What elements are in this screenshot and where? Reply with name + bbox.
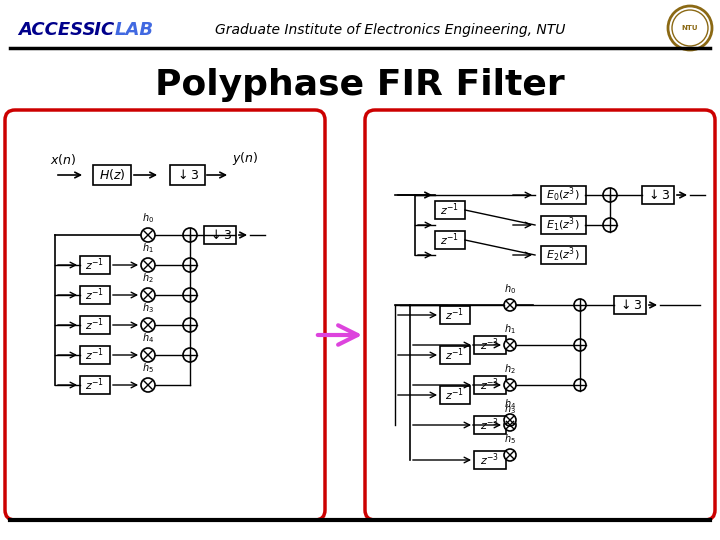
Text: $z^{-1}$: $z^{-1}$: [446, 307, 464, 323]
Text: $E_2(z^3)$: $E_2(z^3)$: [546, 246, 580, 264]
Text: $z^{-1}$: $z^{-1}$: [86, 256, 104, 273]
Bar: [440, 386, 470, 404]
Circle shape: [603, 218, 617, 232]
Bar: [541, 186, 585, 204]
Bar: [80, 286, 110, 304]
Text: ACCESS: ACCESS: [18, 21, 96, 39]
Text: $z^{-3}$: $z^{-3}$: [480, 337, 500, 353]
Bar: [440, 306, 470, 324]
Text: $h_5$: $h_5$: [504, 432, 516, 446]
Circle shape: [504, 379, 516, 391]
Text: $z^{-1}$: $z^{-1}$: [86, 287, 104, 303]
Text: $h_0$: $h_0$: [142, 211, 154, 225]
Text: $z^{-1}$: $z^{-1}$: [86, 316, 104, 333]
Text: IC: IC: [88, 21, 120, 39]
Text: $h_0$: $h_0$: [504, 282, 516, 296]
Circle shape: [504, 419, 516, 431]
Bar: [80, 346, 110, 364]
Text: $h_2$: $h_2$: [142, 271, 154, 285]
Circle shape: [141, 318, 155, 332]
Bar: [541, 216, 585, 234]
Circle shape: [141, 378, 155, 392]
Bar: [93, 165, 131, 185]
Text: $z^{-1}$: $z^{-1}$: [86, 377, 104, 393]
Circle shape: [504, 339, 516, 351]
Circle shape: [183, 288, 197, 302]
Bar: [435, 201, 465, 219]
Text: Polyphase FIR Filter: Polyphase FIR Filter: [155, 68, 565, 102]
Text: $\downarrow 3$: $\downarrow 3$: [618, 298, 642, 312]
Text: $z^{-1}$: $z^{-1}$: [86, 347, 104, 363]
Text: $z^{-3}$: $z^{-3}$: [480, 417, 500, 433]
Bar: [474, 336, 506, 354]
Text: $h_2$: $h_2$: [504, 362, 516, 376]
Text: $E_1(z^3)$: $E_1(z^3)$: [546, 216, 580, 234]
Circle shape: [504, 414, 516, 426]
Text: $z^{-1}$: $z^{-1}$: [446, 387, 464, 403]
Circle shape: [141, 348, 155, 362]
FancyBboxPatch shape: [365, 110, 715, 520]
Text: $h_3$: $h_3$: [504, 402, 516, 416]
Circle shape: [183, 348, 197, 362]
Bar: [474, 416, 506, 434]
Circle shape: [504, 299, 516, 311]
Circle shape: [574, 339, 586, 351]
Bar: [614, 296, 646, 314]
Text: $z^{-3}$: $z^{-3}$: [480, 377, 500, 393]
Text: NTU: NTU: [682, 25, 698, 31]
Text: $z^{-1}$: $z^{-1}$: [441, 202, 459, 218]
Circle shape: [183, 228, 197, 242]
Bar: [440, 346, 470, 364]
Bar: [204, 226, 236, 244]
Text: $\downarrow 3$: $\downarrow 3$: [208, 228, 232, 242]
Text: $h_1$: $h_1$: [142, 241, 154, 255]
Text: LAB: LAB: [115, 21, 154, 39]
Circle shape: [141, 258, 155, 272]
Text: $h_4$: $h_4$: [142, 331, 154, 345]
Circle shape: [603, 188, 617, 202]
Circle shape: [183, 318, 197, 332]
Bar: [435, 231, 465, 249]
Text: $E_0(z^3)$: $E_0(z^3)$: [546, 186, 580, 204]
Text: $x(n)$: $x(n)$: [50, 152, 76, 167]
Text: $\downarrow 3$: $\downarrow 3$: [175, 168, 199, 182]
Circle shape: [141, 288, 155, 302]
Text: Graduate Institute of Electronics Engineering, NTU: Graduate Institute of Electronics Engine…: [215, 23, 565, 37]
Text: $\downarrow 3$: $\downarrow 3$: [646, 188, 670, 202]
Bar: [474, 451, 506, 469]
Bar: [80, 376, 110, 394]
Text: $h_5$: $h_5$: [142, 361, 154, 375]
Bar: [169, 165, 204, 185]
Text: $h_3$: $h_3$: [142, 301, 154, 315]
Bar: [642, 186, 674, 204]
Bar: [541, 246, 585, 264]
Text: $z^{-1}$: $z^{-1}$: [441, 232, 459, 248]
Text: $y(n)$: $y(n)$: [232, 150, 258, 167]
Text: $h_4$: $h_4$: [504, 397, 516, 411]
FancyArrowPatch shape: [318, 325, 358, 345]
Circle shape: [504, 449, 516, 461]
Bar: [80, 256, 110, 274]
Circle shape: [183, 258, 197, 272]
Circle shape: [574, 299, 586, 311]
Circle shape: [574, 379, 586, 391]
Text: $h_1$: $h_1$: [504, 322, 516, 336]
Bar: [80, 316, 110, 334]
Circle shape: [141, 228, 155, 242]
Text: $z^{-3}$: $z^{-3}$: [480, 451, 500, 468]
Bar: [474, 376, 506, 394]
FancyBboxPatch shape: [5, 110, 325, 520]
Text: $z^{-1}$: $z^{-1}$: [446, 347, 464, 363]
Text: $H(z)$: $H(z)$: [99, 167, 125, 183]
